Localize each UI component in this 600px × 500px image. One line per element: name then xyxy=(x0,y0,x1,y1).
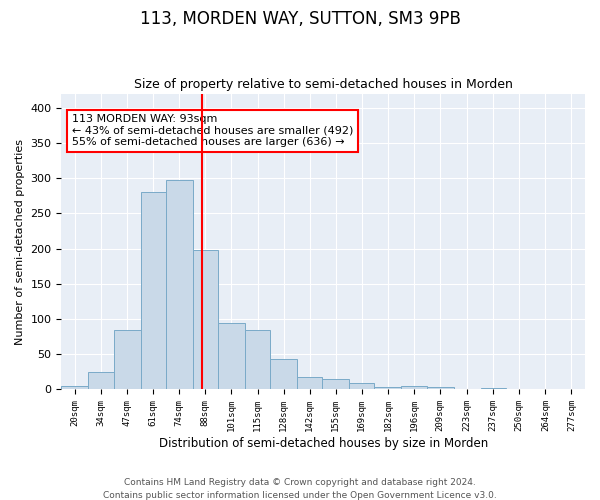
Bar xyxy=(140,192,166,390)
Bar xyxy=(374,388,401,390)
Text: Contains HM Land Registry data © Crown copyright and database right 2024.
Contai: Contains HM Land Registry data © Crown c… xyxy=(103,478,497,500)
Bar xyxy=(401,386,427,390)
Bar xyxy=(454,389,481,390)
Title: Size of property relative to semi-detached houses in Morden: Size of property relative to semi-detach… xyxy=(134,78,512,91)
Bar xyxy=(166,180,193,390)
Bar xyxy=(218,323,245,390)
Bar xyxy=(270,359,297,390)
Bar xyxy=(297,378,322,390)
Y-axis label: Number of semi-detached properties: Number of semi-detached properties xyxy=(15,138,25,344)
Text: 113, MORDEN WAY, SUTTON, SM3 9PB: 113, MORDEN WAY, SUTTON, SM3 9PB xyxy=(140,10,460,28)
Bar xyxy=(193,250,218,390)
Bar xyxy=(322,379,349,390)
Bar xyxy=(481,388,506,390)
Bar xyxy=(533,389,558,390)
Bar xyxy=(427,388,454,390)
Text: 113 MORDEN WAY: 93sqm
← 43% of semi-detached houses are smaller (492)
55% of sem: 113 MORDEN WAY: 93sqm ← 43% of semi-deta… xyxy=(72,114,353,148)
Bar xyxy=(88,372,113,390)
Bar xyxy=(61,386,88,390)
Bar xyxy=(349,383,374,390)
Bar xyxy=(113,330,140,390)
X-axis label: Distribution of semi-detached houses by size in Morden: Distribution of semi-detached houses by … xyxy=(158,437,488,450)
Bar xyxy=(245,330,270,390)
